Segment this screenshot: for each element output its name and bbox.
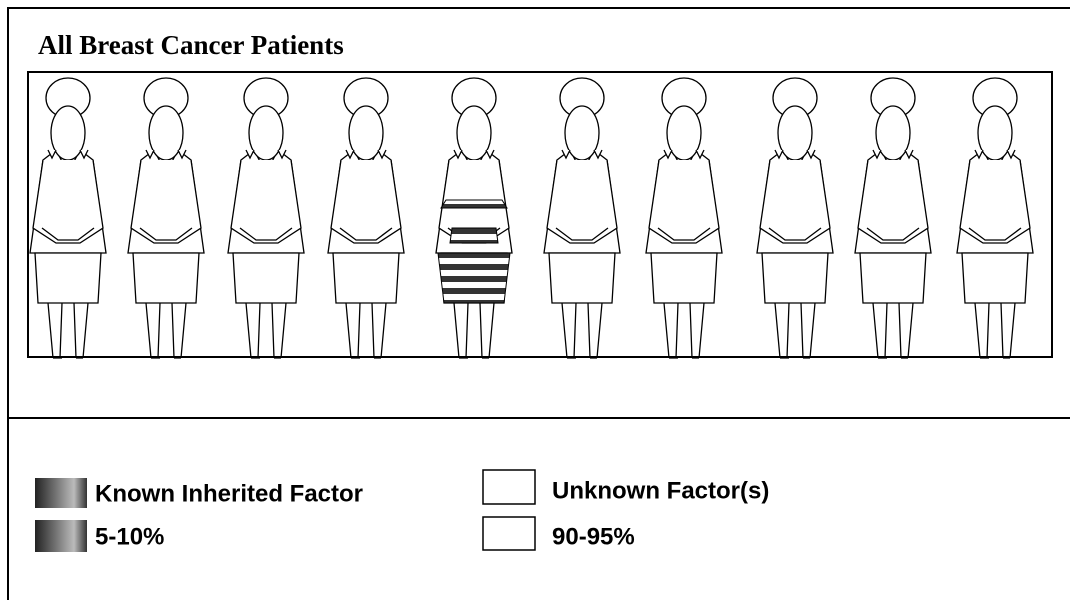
patient-figure [957,78,1033,358]
patient-figure [436,78,512,358]
title: All Breast Cancer Patients [38,30,344,60]
legend-swatch [483,517,535,550]
patient-figure [228,78,304,358]
patient-figure [646,78,722,358]
legend-range: 5-10% [95,523,164,550]
patient-figure [328,78,404,358]
legend-swatch [483,470,535,504]
legend-swatch [35,520,87,552]
patient-figure [855,78,931,358]
figures [30,78,1033,358]
patient-figure [30,78,106,358]
patient-figure [128,78,204,358]
legend-swatch [35,478,87,508]
legend-label: Known Inherited Factor [95,480,363,507]
legend-label: Unknown Factor(s) [552,477,769,504]
legend-range: 90-95% [552,523,635,550]
patient-figure [544,78,620,358]
page: All Breast Cancer Patients Known Inherit… [0,0,1070,600]
patient-figure [757,78,833,358]
